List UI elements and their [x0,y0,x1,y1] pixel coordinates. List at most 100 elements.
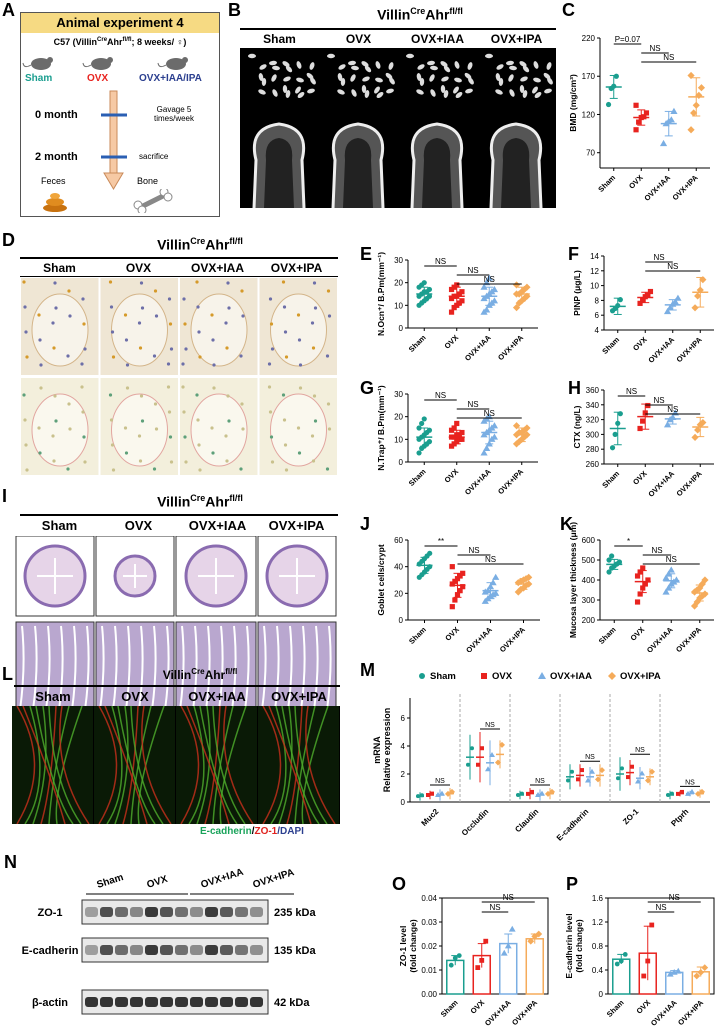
significance-label: * [627,537,630,546]
cell [111,355,116,359]
panel-a-box: Animal experiment 4 C57 (VillinCreAhrfl/… [20,12,220,217]
cell [270,347,275,351]
data-point [426,286,433,293]
blot-band [220,907,233,917]
data-point [466,762,470,767]
timeline-time-0: 0 month [35,109,78,121]
crypt [300,625,306,711]
legend-marker [538,672,546,679]
x-tick-label: OVX+IPA [510,998,540,1028]
trabecula [337,89,345,95]
panel-label-n: N [4,852,17,872]
x-tick-label: OVX+IPA [675,335,705,364]
panel-label-a: A [2,0,15,20]
trabecula [509,89,515,97]
y-tick-label: 0 [399,458,404,467]
y-tick-label: 340 [586,401,600,410]
cell [239,467,243,471]
trabecula [364,65,372,73]
timeline-note-0: Gavage 5 times/week [153,105,194,123]
epithelium [281,705,320,825]
data-point [419,420,425,427]
data-point [483,444,491,451]
data-point [630,764,634,769]
data-point [520,426,528,434]
data-point [448,443,455,449]
epithelium [186,705,230,825]
trabecula [417,64,425,70]
y-axis-label: Goblet cells/crypt [376,544,386,615]
y-tick-label: 260 [586,460,600,469]
blot-band [160,997,173,1007]
trabecula [522,65,530,73]
crypt [164,625,170,711]
trabecula [495,89,503,95]
trabecula [440,85,446,93]
he-colon-detail [15,621,95,711]
x-tick-label: OVX+IPA [675,469,705,498]
epithelium [294,705,328,825]
cell [24,443,28,447]
cell [312,281,317,285]
data-point [680,789,684,794]
data-point [640,297,646,303]
data-point [421,280,427,286]
bone-section [190,293,248,367]
chart-j: 0 20 40 60 Goblet cells/crypt Sham OVX OVX+IAA O… [376,536,540,652]
bone-section [270,293,327,367]
cell [195,280,199,284]
data-point [566,778,570,783]
data-point [633,102,639,108]
epithelium [22,705,66,825]
data-point [666,970,674,977]
group-sham-label: Sham [25,73,53,84]
panel-a-strain: C57 (VillinCreAhrfl/fl; 8 weeks/ ♀) [53,37,187,47]
cell [240,402,244,406]
significance-label: NS [667,405,678,414]
data-point [622,952,628,957]
blot-band [130,907,143,917]
x-tick-label: OVX [443,333,461,351]
epithelium [32,705,47,825]
panel-label-o: O [392,874,407,894]
blot-band [190,907,203,917]
panel-label-p: P [566,874,579,894]
cell [327,314,332,318]
data-point [643,110,650,116]
cell [166,362,171,366]
he-colon-overview [175,535,257,617]
cell [138,346,143,350]
cell [25,468,29,472]
epithelium [301,705,329,825]
x-tick-label: E-cadherin [555,807,591,843]
series-OVX+IAA [663,294,682,315]
x-tick-label: ZO-1 [621,807,641,827]
data-point [613,73,619,79]
y-tick-label: 4 [401,742,406,751]
trabecula [295,86,301,94]
series-OVX [448,282,465,315]
panel-label-d: D [2,230,15,250]
mouse-icon [82,57,113,70]
significance-label: NS [649,44,660,53]
blot-band [220,997,233,1007]
bone-section [31,293,89,367]
sample-bone-label: Bone [137,176,159,186]
data-point [641,973,647,979]
y-tick-label: 300 [586,430,600,439]
y-axis-label: mRNA [372,736,382,764]
significance-label: P=0.07 [615,35,641,44]
cell [109,418,114,422]
y-axis-label: N.Trap⁺/ B.Pm(mm⁻¹) [376,385,386,471]
cell [281,393,286,397]
data-point [645,777,651,784]
image-background [258,706,339,824]
data-point [690,109,698,117]
cell [82,435,86,439]
data-point [685,790,691,796]
x-tick-label: Occludin [460,807,491,838]
data-point [448,286,455,293]
data-point [662,588,670,595]
trap-stain-image [180,378,258,475]
cell [23,418,27,422]
